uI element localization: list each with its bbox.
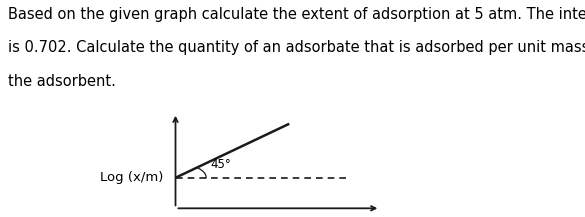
Text: is 0.702. Calculate the quantity of an adsorbate that is adsorbed per unit mass : is 0.702. Calculate the quantity of an a… xyxy=(8,40,585,55)
Text: Log (x/m): Log (x/m) xyxy=(100,171,163,184)
Text: Based on the given graph calculate the extent of adsorption at 5 atm. The interc: Based on the given graph calculate the e… xyxy=(8,7,585,21)
Text: 45°: 45° xyxy=(211,158,231,171)
Text: the adsorbent.: the adsorbent. xyxy=(8,74,115,89)
